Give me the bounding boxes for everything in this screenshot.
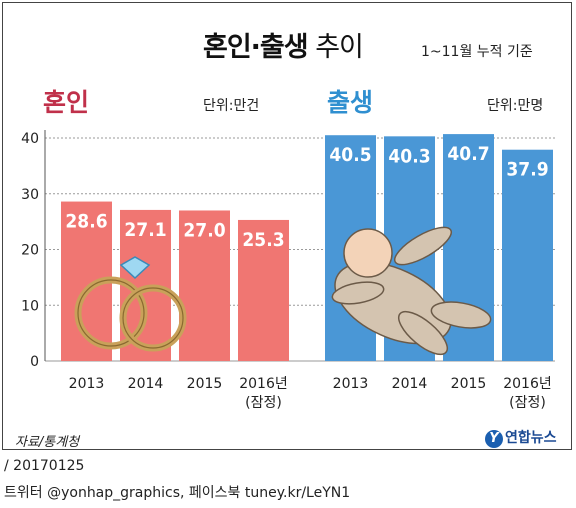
birth-bar-value-label: 40.5 [329, 144, 371, 166]
birth-group-title: 출생 [327, 88, 374, 117]
bar-chart: 0 10 20 30 40 28.6 2013 27.1 2014 27.0 2015 25.3 201… [21, 130, 555, 411]
x-tick-label: 2016년 [503, 376, 552, 392]
y-tick-label: 10 [21, 298, 39, 314]
birth-bar-value-label: 37.9 [506, 159, 548, 181]
x-tick-label: 2015 [187, 376, 223, 392]
ring-illustration-outline [122, 287, 184, 349]
marriage-bar-value-label: 27.1 [124, 219, 166, 241]
birth-bar-value-label: 40.7 [447, 143, 489, 165]
x-tick-label: (잠정) [509, 395, 546, 411]
marriage-bar-value-label: 25.3 [242, 229, 284, 251]
yonhap-logo-icon: Y [485, 430, 503, 448]
footer-date: / 20170125 [4, 458, 85, 474]
marriage-bar-value-label: 28.6 [65, 211, 107, 233]
x-tick-label: 2013 [333, 376, 369, 392]
infographic-card: 0 10 20 30 40 28.6 2013 27.1 2014 27.0 2015 25.3 201… [2, 2, 572, 450]
y-tick-label: 20 [21, 243, 39, 259]
chart-title: 혼인·출생 추이 [203, 32, 364, 63]
yonhap-logo: Y 연합뉴스 [485, 427, 557, 448]
marriage-bar-value-label: 27.0 [183, 219, 225, 241]
baby-leg [398, 310, 448, 356]
x-tick-label: (잠정) [245, 395, 282, 411]
diamond-icon [119, 256, 151, 280]
ring-illustration-outline [77, 279, 145, 347]
marriage-group-title: 혼인 [43, 88, 90, 117]
yonhap-logo-text: 연합뉴스 [505, 430, 557, 446]
baby-leg [430, 301, 492, 329]
baby-arm [331, 281, 385, 305]
y-tick-label: 40 [21, 131, 39, 147]
footer-social: 트위터 @yonhap_graphics, 페이스북 tuney.kr/LeYN… [4, 485, 351, 501]
x-tick-label: 2013 [69, 376, 105, 392]
birth-bar-value-label: 40.3 [388, 145, 430, 167]
y-tick-label: 0 [30, 354, 39, 370]
birth-unit-label: 단위:만명 [487, 98, 544, 114]
baby-head [343, 228, 393, 278]
x-tick-label: 2015 [451, 376, 487, 392]
x-tick-label: 2016년 [239, 376, 288, 392]
source-label: 자료/통계청 [15, 435, 80, 450]
marriage-bar [179, 210, 230, 361]
birth-bar [502, 149, 553, 361]
baby-arm [393, 226, 453, 266]
x-tick-label: 2014 [392, 376, 428, 392]
x-tick-label: 2014 [128, 376, 164, 392]
y-tick-label: 30 [21, 187, 39, 203]
marriage-bar [238, 219, 289, 361]
marriage-unit-label: 단위:만건 [203, 98, 260, 114]
chart-subtitle: 1~11월 누적 기준 [421, 44, 533, 60]
